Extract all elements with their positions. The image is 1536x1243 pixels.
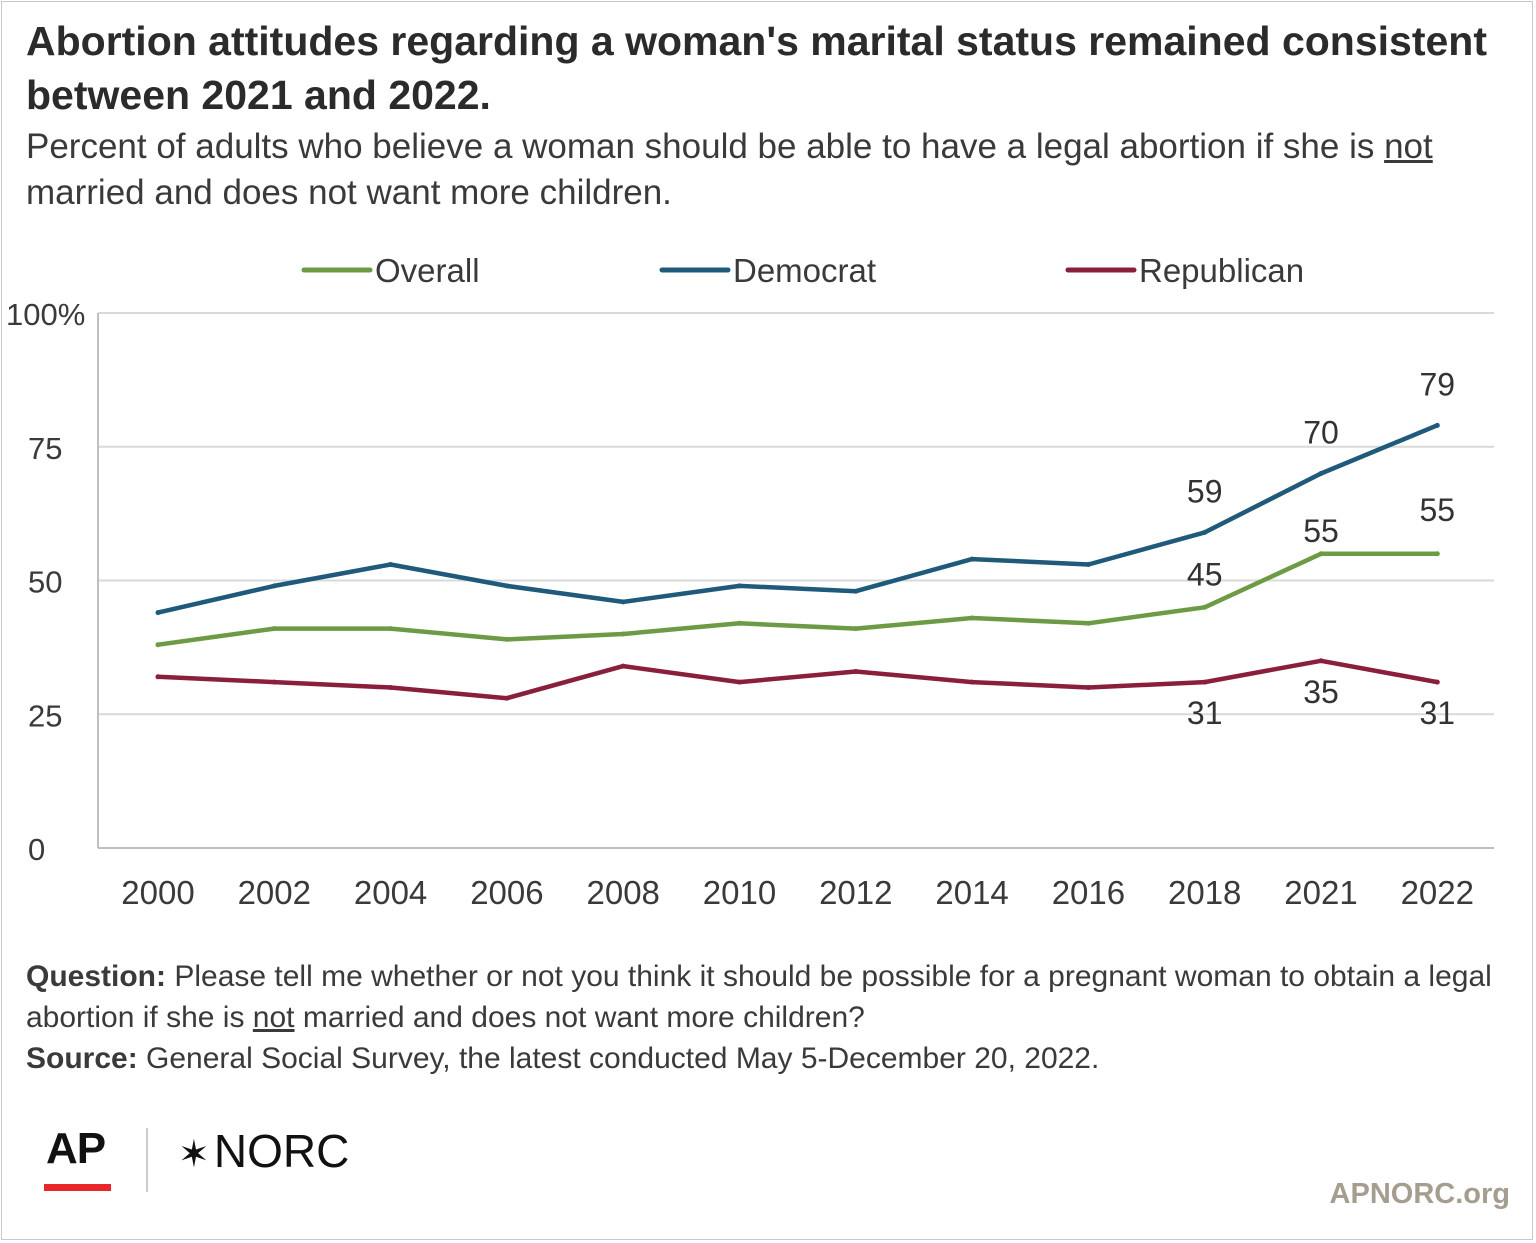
data-point-overall [1318, 551, 1324, 557]
subtitle-text-end: married and does not want more children. [26, 173, 672, 212]
data-label-democrat: 59 [1187, 473, 1223, 509]
data-point-democrat [1085, 561, 1091, 567]
data-label-overall: 45 [1187, 556, 1223, 592]
data-label-republican: 31 [1187, 695, 1223, 731]
data-point-republican [853, 668, 859, 674]
x-tick-label: 2000 [121, 874, 194, 911]
data-labels: 45 55 55 59 70 79 31 35 31 [1187, 366, 1455, 731]
data-point-democrat [1434, 422, 1440, 428]
question-label: Question: [26, 960, 166, 993]
data-point-overall [620, 631, 626, 637]
norc-logo: ✶NORC [178, 1124, 349, 1178]
data-point-democrat [388, 561, 394, 567]
y-tick-label: 75 [28, 431, 62, 466]
norc-logo-text: NORC [213, 1125, 350, 1177]
data-point-republican [620, 663, 626, 669]
logo-divider [146, 1128, 148, 1192]
question-note: Question: Please tell me whether or not … [26, 956, 1506, 1038]
series-line-democrat [155, 423, 1440, 615]
data-point-democrat [737, 583, 742, 589]
data-point-democrat [1202, 529, 1208, 535]
y-tick-label: 25 [28, 698, 62, 733]
data-point-republican [388, 685, 394, 690]
data-point-republican [1434, 679, 1440, 685]
question-text-end: married and does not want more children? [294, 1001, 865, 1034]
question-emphasis: not [252, 1001, 295, 1034]
data-point-republican [1085, 685, 1091, 690]
data-label-republican: 35 [1303, 674, 1339, 710]
data-point-republican [737, 679, 742, 685]
chart-subtitle: Percent of adults who believe a woman sh… [26, 124, 1516, 216]
data-point-democrat [1318, 471, 1324, 476]
source-label: Source: [26, 1042, 138, 1075]
series-line-overall [155, 551, 1440, 647]
y-axis: 0 25 50 75 100% [6, 297, 99, 867]
question-text-start: Please tell me whether or not you think … [26, 960, 1492, 1034]
chart-grid [98, 312, 1494, 716]
data-point-republican [1202, 679, 1208, 685]
x-axis: 2000 2002 2004 2006 2008 2010 2012 2014 2016 2018… [98, 847, 1494, 911]
x-tick-label: 2018 [1168, 874, 1241, 911]
data-point-democrat [271, 583, 277, 589]
site-link[interactable]: APNORC.org [1329, 1178, 1510, 1210]
subtitle-emphasis: not [1384, 127, 1433, 166]
y-tick-label: 50 [28, 565, 62, 600]
x-tick-label: 2022 [1401, 874, 1474, 911]
data-point-republican [504, 695, 510, 701]
source-note: Source: General Social Survey, the lates… [26, 1038, 1506, 1079]
series-line-republican [155, 658, 1440, 701]
data-point-democrat [969, 556, 975, 562]
data-point-republican [155, 674, 161, 680]
source-text: General Social Survey, the latest conduc… [137, 1042, 1100, 1075]
chart-series [155, 422, 1440, 701]
data-point-republican [271, 679, 277, 685]
data-label-overall: 55 [1303, 513, 1339, 549]
ap-logo: AP [46, 1124, 106, 1173]
data-point-overall [969, 615, 975, 621]
x-tick-label: 2014 [935, 874, 1008, 911]
legend-label-republican: Republican [1139, 252, 1304, 289]
x-tick-label: 2006 [470, 874, 543, 911]
data-point-republican [1318, 658, 1324, 664]
x-tick-label: 2012 [819, 874, 892, 911]
data-label-democrat: 70 [1303, 415, 1339, 451]
norc-star-icon: ✶ [178, 1134, 210, 1176]
chart-footnote: Question: Please tell me whether or not … [26, 956, 1506, 1079]
ap-logo-underline [44, 1184, 111, 1191]
data-point-democrat [620, 599, 626, 605]
data-label-republican: 31 [1420, 695, 1456, 731]
data-point-overall [1434, 551, 1440, 557]
data-point-republican [969, 679, 975, 685]
data-point-democrat [504, 583, 510, 589]
subtitle-text-start: Percent of adults who believe a woman sh… [26, 127, 1385, 166]
line-chart: Overall Democrat Republican 0 25 50 75 100% 20… [6, 252, 1494, 911]
x-tick-label: 2008 [586, 874, 659, 911]
legend-label-overall: Overall [375, 252, 480, 289]
data-label-democrat: 79 [1420, 366, 1456, 402]
data-point-overall [737, 620, 742, 626]
x-tick-label: 2010 [703, 874, 776, 911]
data-point-democrat [853, 588, 859, 594]
data-point-overall [1085, 620, 1091, 626]
y-tick-label: 0 [28, 832, 45, 867]
x-tick-label: 2004 [354, 874, 427, 911]
data-point-overall [388, 626, 394, 632]
data-point-overall [853, 626, 859, 632]
data-point-overall [1202, 604, 1208, 610]
data-point-overall [504, 636, 510, 642]
x-tick-label: 2002 [238, 874, 311, 911]
data-point-overall [155, 642, 161, 648]
chart-legend: Overall Democrat Republican [301, 252, 1304, 289]
data-point-overall [271, 626, 277, 632]
data-label-overall: 55 [1420, 492, 1456, 528]
chart-title: Abortion attitudes regarding a woman's m… [26, 18, 1487, 118]
data-point-democrat [155, 610, 161, 616]
x-tick-label: 2021 [1284, 874, 1357, 911]
x-tick-label: 2016 [1052, 874, 1125, 911]
legend-label-democrat: Democrat [733, 252, 876, 289]
y-tick-label: 100% [6, 297, 85, 332]
